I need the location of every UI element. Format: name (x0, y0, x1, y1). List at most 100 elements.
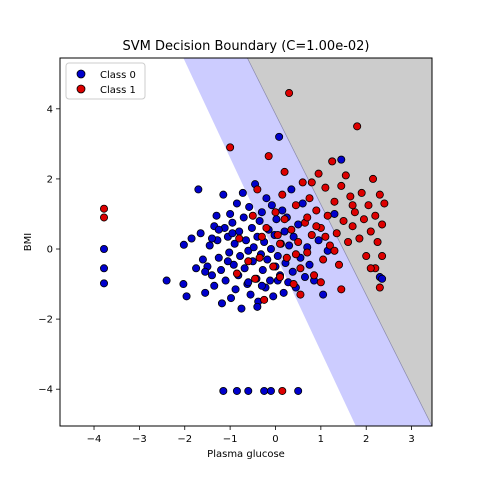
scatter-point-class0 (288, 267, 297, 276)
x-tick-label: 2 (363, 434, 369, 445)
scatter-point-class1 (353, 122, 362, 131)
y-tick-label: 4 (47, 104, 53, 115)
scatter-points (100, 89, 389, 395)
scatter-point-class0 (245, 202, 254, 211)
scatter-point-class1 (337, 181, 346, 190)
scatter-point-class0 (179, 280, 188, 289)
scatter-point-class0 (240, 264, 249, 273)
scatter-point-class1 (226, 143, 235, 152)
scatter-point-class0 (210, 281, 219, 290)
scatter-point-class1 (375, 283, 384, 292)
x-axis-ticks: −4 −3 −2 −1 0 1 2 3 (87, 426, 415, 445)
scatter-point-class0 (287, 185, 296, 194)
scatter-point-class0 (230, 239, 239, 248)
scatter-point-class0 (319, 290, 328, 299)
scatter-point-class0 (275, 132, 284, 141)
scatter-point-class1 (378, 252, 387, 261)
scatter-point-class0 (246, 290, 255, 299)
scatter-point-class1 (285, 89, 294, 98)
scatter-point-class0 (198, 255, 207, 264)
scatter-point-class1 (298, 178, 307, 187)
scatter-point-class0 (266, 386, 275, 395)
scatter-point-class1 (276, 239, 285, 248)
scatter-point-class1 (278, 190, 287, 199)
x-tick-label: −3 (132, 434, 147, 445)
scatter-point-class0 (285, 241, 294, 250)
y-axis-ticks: −4 −2 0 2 4 (38, 104, 60, 396)
scatter-point-class1 (232, 269, 241, 278)
scatter-point-class0 (100, 264, 109, 273)
scatter-point-class0 (214, 225, 223, 234)
scatter-point-class1 (282, 253, 291, 262)
scatter-point-class1 (310, 271, 319, 280)
scatter-point-class0 (212, 211, 221, 220)
scatter-point-class0 (260, 386, 269, 395)
scatter-point-class0 (100, 279, 109, 288)
scatter-point-class0 (257, 208, 266, 217)
chart-title: SVM Decision Boundary (C=1.00e-02) (123, 39, 370, 54)
scatter-point-class0 (241, 236, 250, 245)
scatter-point-class1 (378, 220, 387, 229)
scatter-point-class1 (337, 285, 346, 294)
y-axis-label: BMI (23, 233, 34, 251)
scatter-point-class1 (380, 199, 389, 208)
x-tick-label: −2 (177, 434, 192, 445)
scatter-point-class0 (244, 278, 253, 287)
decision-boundary-line (247, 58, 432, 426)
legend-box (65, 62, 146, 100)
scatter-point-class0 (294, 386, 303, 395)
scatter-point-class1 (366, 264, 375, 273)
scatter-point-class0 (262, 194, 271, 203)
scatter-point-class0 (201, 267, 210, 276)
scatter-point-class0 (194, 185, 203, 194)
plot-frame (59, 57, 433, 427)
scatter-point-class0 (221, 276, 230, 285)
scatter-point-class0 (205, 241, 214, 250)
scatter-point-class1 (348, 201, 357, 210)
scatter-point-class0 (182, 292, 191, 301)
scatter-point-class1 (305, 194, 314, 203)
y-tick-label: 2 (47, 174, 53, 185)
scatter-point-class0 (236, 252, 245, 261)
scatter-point-class0 (239, 213, 248, 222)
scatter-point-class1 (341, 171, 350, 180)
legend-marker-class0 (76, 69, 86, 79)
x-tick-label: −4 (87, 434, 102, 445)
scatter-point-class1 (364, 201, 373, 210)
scatter-point-class1 (330, 197, 339, 206)
scatter-point-class1 (332, 229, 341, 238)
scatter-point-class0 (235, 227, 244, 236)
scatter-point-class1 (291, 201, 300, 210)
scatter-point-class1 (325, 241, 334, 250)
scatter-point-class0 (314, 236, 323, 245)
scatter-point-class1 (273, 230, 282, 239)
scatter-point-class1 (262, 223, 271, 232)
scatter-point-class1 (350, 208, 359, 217)
scatter-point-class0 (289, 232, 298, 241)
scatter-point-class1 (323, 211, 332, 220)
scatter-point-class1 (235, 234, 244, 243)
scatter-point-class0 (253, 302, 262, 311)
x-tick-label: −1 (223, 434, 238, 445)
scatter-point-class0 (219, 190, 228, 199)
scatter-point-class1 (321, 232, 330, 241)
legend: Class 0 Class 1 (65, 62, 146, 100)
scatter-point-class0 (232, 386, 241, 395)
scatter-point-class0 (232, 199, 241, 208)
scatter-point-class1 (296, 264, 305, 273)
scatter-point-class1 (328, 157, 337, 166)
scatter-point-class1 (257, 232, 266, 241)
scatter-point-class1 (294, 237, 303, 246)
scatter-point-class1 (276, 273, 285, 282)
scatter-point-class1 (260, 295, 269, 304)
scatter-point-class1 (264, 152, 273, 161)
scatter-point-class0 (257, 281, 266, 290)
legend-label-class0: Class 0 (100, 70, 136, 81)
scatter-point-class0 (214, 253, 223, 262)
scatter-point-class0 (247, 223, 256, 232)
scatter-point-class0 (294, 220, 303, 229)
scatter-point-class1 (321, 183, 330, 192)
scatter-point-class1 (280, 167, 289, 176)
scatter-point-class1 (312, 222, 321, 231)
